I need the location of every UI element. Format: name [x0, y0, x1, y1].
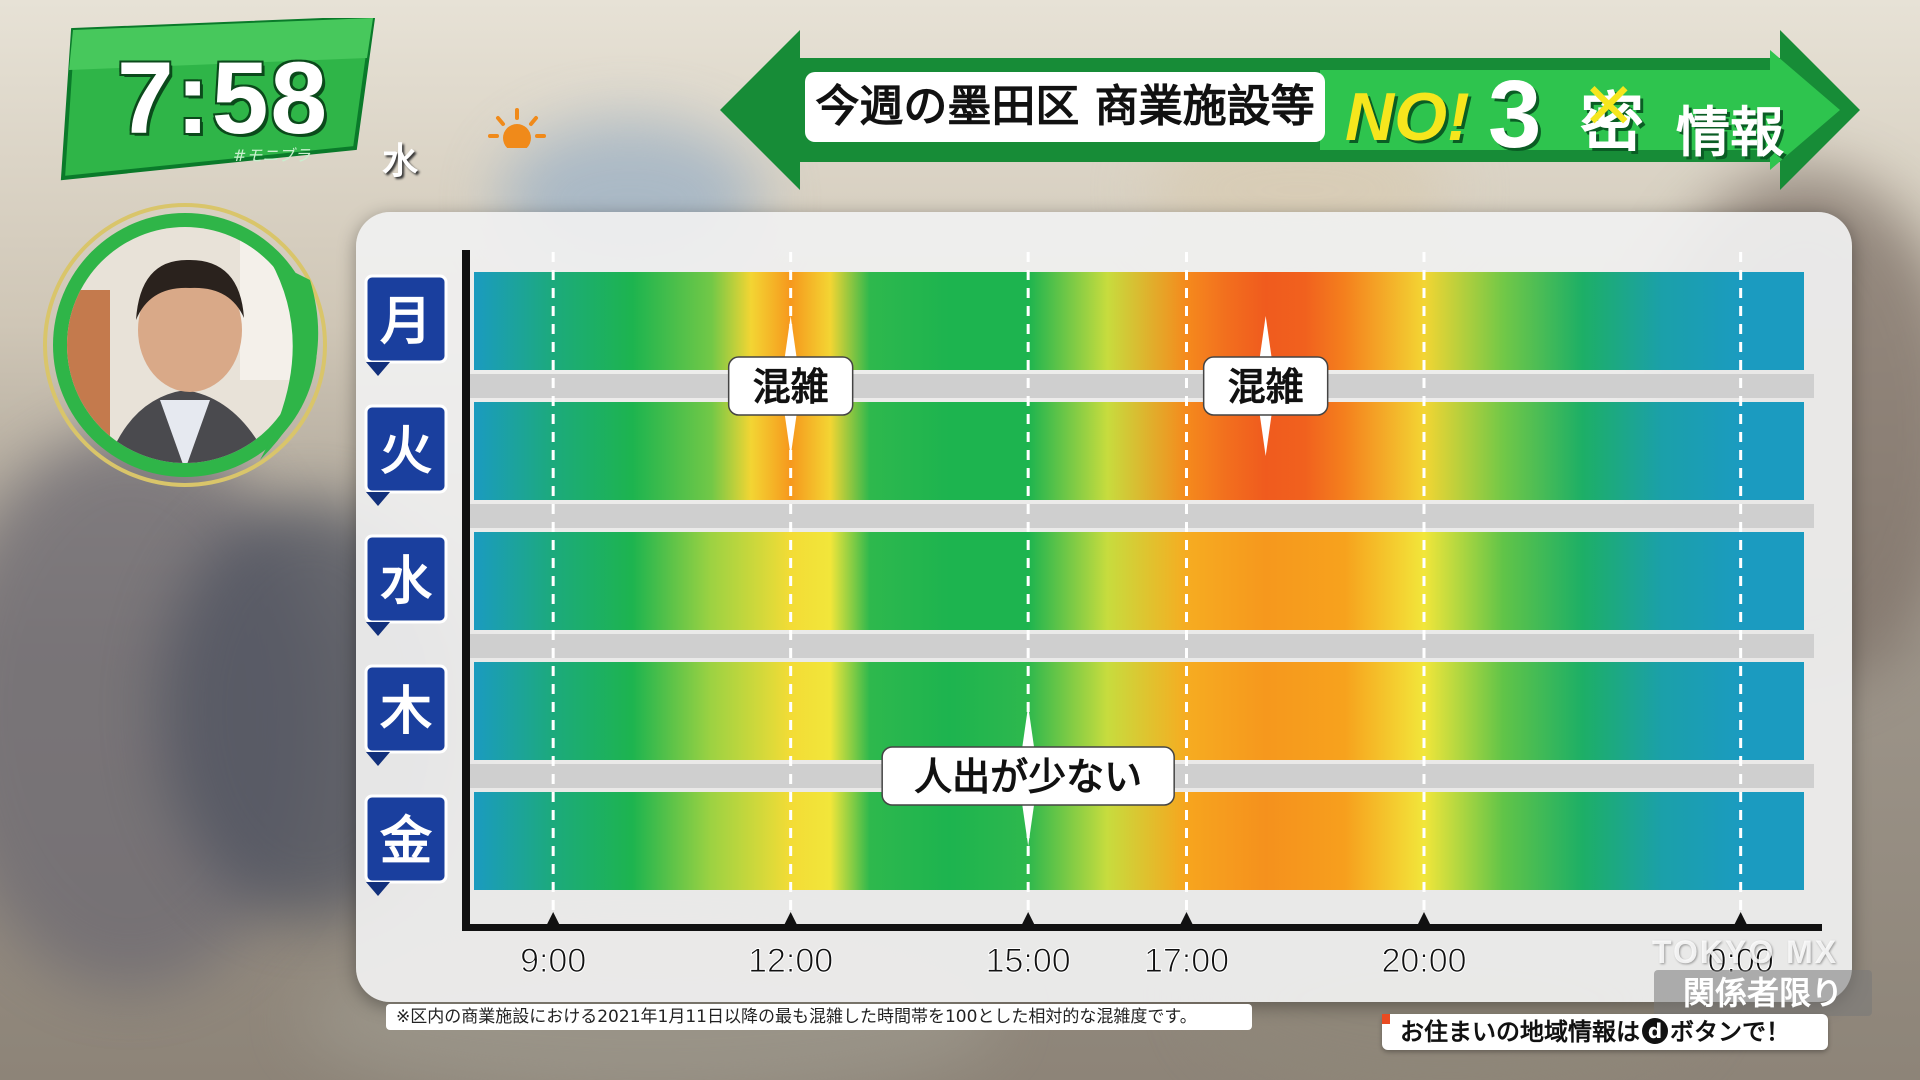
day-label: 木 — [364, 664, 448, 766]
clock-hashtag: #モニブラ — [233, 146, 311, 165]
callout-text: 人出が少ない — [914, 755, 1142, 799]
d-button-icon: d — [1642, 1018, 1668, 1044]
tick-mark — [547, 912, 560, 924]
x-tick-label: 15:00 — [986, 942, 1071, 980]
tick-mark — [784, 912, 797, 924]
day-label: 月 — [364, 274, 448, 376]
day-label-text: 火 — [380, 422, 432, 482]
callout-box — [881, 746, 1175, 806]
x-tick-label: 20:00 — [1381, 942, 1466, 980]
callout-text: 混雑 — [1228, 365, 1304, 409]
presenter-avatar — [40, 200, 330, 490]
day-label-tail — [366, 492, 390, 506]
day-label: 金 — [364, 794, 448, 896]
annotation-callout: 混雑 — [727, 316, 854, 456]
day-label-box — [364, 404, 448, 494]
annotation-callout: 人出が少ない — [881, 706, 1175, 846]
callout-box — [727, 356, 854, 416]
day-label: 水 — [364, 534, 448, 636]
d-button-text-before: お住まいの地域情報は — [1400, 1018, 1640, 1046]
callout-box — [1202, 356, 1329, 416]
day-label-box — [364, 534, 448, 624]
x-axis-line — [462, 924, 1822, 931]
accent-marker — [1382, 1014, 1390, 1024]
x-tick-label: 9:00 — [520, 942, 586, 980]
heatmap-row-4 — [474, 662, 1804, 760]
weather-weekday: 水 — [382, 141, 419, 182]
clock-flag-shape — [60, 15, 376, 181]
day-label-text: 木 — [380, 682, 432, 742]
cross-mark-icon: ✕ — [1582, 70, 1636, 144]
day-label-box — [364, 664, 448, 754]
chart-footnote: ※区内の商業施設における2021年1月11日以降の最も混雑した時間帯を100とし… — [386, 1004, 1252, 1030]
day-label-box — [364, 794, 448, 884]
day-label-tail — [366, 752, 390, 766]
tick-mark — [1418, 912, 1430, 924]
callout-text: 混雑 — [753, 365, 829, 409]
tick-mark — [1734, 912, 1747, 924]
day-label-text: 月 — [380, 292, 432, 352]
broadcaster-watermark: TOKYO MX — [1652, 934, 1839, 970]
heatmap-row-3 — [474, 532, 1804, 630]
day-label-box — [364, 274, 448, 364]
x-tick-label: 17:00 — [1144, 942, 1229, 980]
day-label-text: 金 — [379, 812, 433, 872]
heatmap-row-5 — [474, 792, 1804, 890]
tick-mark — [1022, 912, 1035, 924]
banner-title: 今週の墨田区 商業施設等 — [805, 72, 1325, 142]
row-separator — [464, 634, 1814, 658]
clock-time: 7:58 — [117, 41, 330, 155]
day-label-text: 水 — [380, 552, 433, 612]
day-label-tail — [366, 622, 390, 636]
sun-icon — [488, 108, 546, 152]
heatmap-row-2 — [474, 402, 1804, 500]
banner-no-text: NO! — [1345, 79, 1470, 155]
d-button-text-after: ボタンで！ — [1670, 1018, 1790, 1046]
tick-mark — [1180, 912, 1193, 924]
internal-label: 関係者限り — [1654, 970, 1872, 1016]
y-axis-line — [462, 250, 470, 928]
day-label-tail — [366, 362, 390, 376]
chart-panel: 月火水木金 9:00 12:00 15:00 17:00 20:00 0:00 混雑 混雑 人出が… — [356, 212, 1852, 1002]
d-button-prompt: お住まいの地域情報は d ボタンで！ — [1382, 1014, 1828, 1050]
clock-widget: 7:58 #モニブラ — [55, 15, 376, 186]
day-label-tail — [366, 882, 390, 896]
heatmap-row-1 — [474, 272, 1804, 370]
banner-three-text: 3 — [1488, 61, 1542, 168]
row-separator — [464, 504, 1814, 528]
annotation-callout: 混雑 — [1202, 316, 1329, 456]
banner-mitsu-text: 密 — [1580, 87, 1644, 161]
day-label: 火 — [364, 404, 448, 506]
banner-joho-text: 情報 — [1676, 101, 1784, 164]
row-separator — [464, 374, 1814, 398]
x-tick-label: 12:00 — [748, 942, 833, 980]
